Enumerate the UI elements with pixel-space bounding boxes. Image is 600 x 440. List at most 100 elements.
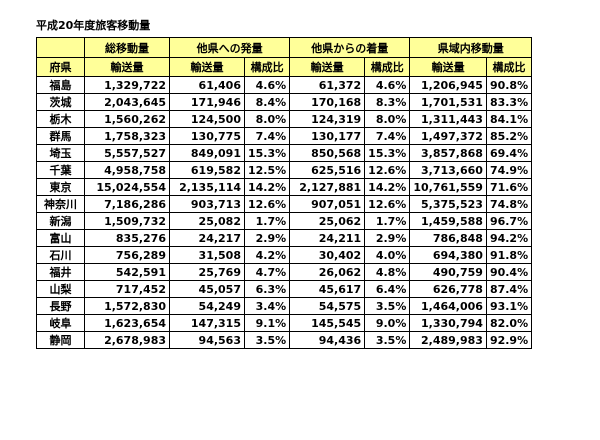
cell-outbound-volume: 24,217 (169, 229, 245, 247)
cell-prefecture: 石川 (36, 246, 85, 264)
table-row: 埼玉 5,557,527 849,091 15.3% 850,568 15.3% 3,857… (36, 144, 533, 162)
header-inbound: 他県からの着量 (289, 37, 411, 58)
cell-total-volume: 5,557,527 (84, 144, 170, 162)
cell-total-volume: 1,329,722 (84, 76, 170, 94)
cell-internal-ratio: 85.2% (485, 127, 533, 145)
cell-internal-volume: 1,311,443 (409, 110, 487, 128)
cell-outbound-volume: 619,582 (169, 161, 245, 179)
passenger-movement-table: 総移動量 他県への発量 他県からの着量 県域内移動量 府県 輸送量 輸送量 構成… (36, 37, 533, 349)
cell-prefecture: 長野 (36, 297, 85, 315)
cell-outbound-ratio: 2.9% (243, 229, 291, 247)
cell-outbound-ratio: 4.6% (243, 76, 291, 94)
cell-internal-volume: 1,464,006 (409, 297, 487, 315)
cell-inbound-ratio: 9.0% (364, 314, 411, 332)
cell-prefecture: 岐阜 (36, 314, 85, 332)
cell-internal-volume: 1,206,945 (409, 76, 487, 94)
cell-inbound-volume: 26,062 (289, 263, 366, 281)
cell-outbound-ratio: 9.1% (243, 314, 291, 332)
cell-outbound-ratio: 6.3% (243, 280, 291, 298)
cell-internal-ratio: 74.8% (485, 195, 533, 213)
cell-total-volume: 7,186,286 (84, 195, 170, 213)
cell-total-volume: 15,024,554 (84, 178, 170, 196)
cell-inbound-volume: 907,051 (289, 195, 366, 213)
header-volume-outbound: 輸送量 (169, 57, 245, 77)
cell-internal-volume: 694,380 (409, 246, 487, 264)
cell-outbound-volume: 903,713 (169, 195, 245, 213)
cell-outbound-volume: 61,406 (169, 76, 245, 94)
cell-internal-ratio: 71.6% (485, 178, 533, 196)
cell-inbound-ratio: 4.0% (364, 246, 411, 264)
cell-outbound-volume: 94,563 (169, 331, 245, 349)
cell-internal-volume: 10,761,559 (409, 178, 487, 196)
header-outbound: 他県への発量 (168, 37, 291, 58)
cell-outbound-volume: 31,508 (169, 246, 245, 264)
cell-inbound-volume: 94,436 (289, 331, 366, 349)
cell-inbound-volume: 130,177 (289, 127, 366, 145)
cell-outbound-volume: 25,769 (169, 263, 245, 281)
header-total: 総移動量 (84, 37, 170, 58)
cell-prefecture: 富山 (36, 229, 85, 247)
cell-internal-ratio: 74.9% (485, 161, 533, 179)
table-row: 富山 835,276 24,217 2.9% 24,211 2.9% 786,848 94.2… (36, 229, 533, 247)
cell-internal-volume: 2,489,983 (409, 331, 487, 349)
table-row: 群馬 1,758,323 130,775 7.4% 130,177 7.4% 1,497,3… (36, 127, 533, 145)
cell-inbound-volume: 625,516 (289, 161, 366, 179)
cell-inbound-ratio: 14.2% (364, 178, 411, 196)
cell-inbound-volume: 124,319 (289, 110, 366, 128)
cell-outbound-ratio: 15.3% (243, 144, 291, 162)
cell-internal-ratio: 96.7% (485, 212, 533, 230)
cell-inbound-volume: 24,211 (289, 229, 366, 247)
header-prefecture: 府県 (36, 57, 85, 77)
cell-inbound-volume: 850,568 (289, 144, 366, 162)
cell-prefecture: 東京 (36, 178, 85, 196)
table-row: 石川 756,289 31,508 4.2% 30,402 4.0% 694,380 91.8… (36, 246, 533, 264)
table-row: 栃木 1,560,262 124,500 8.0% 124,319 8.0% 1,311,4… (36, 110, 533, 128)
table-row: 福島 1,329,722 61,406 4.6% 61,372 4.6% 1,206,945… (36, 76, 533, 94)
table-row: 神奈川 7,186,286 903,713 12.6% 907,051 12.6% 5,37… (36, 195, 533, 213)
table-body: 福島 1,329,722 61,406 4.6% 61,372 4.6% 1,206,945… (36, 76, 533, 349)
header-volume-total: 輸送量 (84, 57, 170, 77)
table-row: 福井 542,591 25,769 4.7% 26,062 4.8% 490,759 90.4… (36, 263, 533, 281)
cell-total-volume: 835,276 (84, 229, 170, 247)
cell-internal-volume: 1,459,588 (409, 212, 487, 230)
cell-inbound-ratio: 3.5% (364, 297, 411, 315)
cell-internal-ratio: 90.4% (485, 263, 533, 281)
header-ratio-outbound: 構成比 (243, 57, 291, 77)
cell-inbound-ratio: 6.4% (364, 280, 411, 298)
cell-inbound-ratio: 3.5% (364, 331, 411, 349)
cell-outbound-volume: 171,946 (169, 93, 245, 111)
cell-internal-volume: 626,778 (409, 280, 487, 298)
cell-inbound-volume: 30,402 (289, 246, 366, 264)
cell-outbound-ratio: 3.5% (243, 331, 291, 349)
cell-outbound-volume: 54,249 (169, 297, 245, 315)
cell-inbound-volume: 145,545 (289, 314, 366, 332)
cell-outbound-volume: 130,775 (169, 127, 245, 145)
table-row: 千葉 4,958,758 619,582 12.5% 625,516 12.6% 3,713… (36, 161, 533, 179)
cell-outbound-ratio: 12.5% (243, 161, 291, 179)
cell-prefecture: 埼玉 (36, 144, 85, 162)
cell-total-volume: 1,560,262 (84, 110, 170, 128)
cell-prefecture: 群馬 (36, 127, 85, 145)
cell-internal-volume: 1,701,531 (409, 93, 487, 111)
cell-outbound-ratio: 14.2% (243, 178, 291, 196)
header-group-row: 総移動量 他県への発量 他県からの着量 県域内移動量 (36, 37, 533, 58)
cell-internal-ratio: 91.8% (485, 246, 533, 264)
cell-prefecture: 福島 (36, 76, 85, 94)
table-row: 長野 1,572,830 54,249 3.4% 54,575 3.5% 1,464,006… (36, 297, 533, 315)
cell-inbound-ratio: 4.6% (364, 76, 411, 94)
cell-outbound-ratio: 3.4% (243, 297, 291, 315)
cell-internal-volume: 1,330,794 (409, 314, 487, 332)
cell-inbound-volume: 54,575 (289, 297, 366, 315)
cell-inbound-volume: 25,062 (289, 212, 366, 230)
table-title: 平成20年度旅客移動量 (36, 19, 151, 32)
cell-prefecture: 静岡 (36, 331, 85, 349)
cell-internal-ratio: 69.4% (485, 144, 533, 162)
cell-internal-volume: 3,713,660 (409, 161, 487, 179)
cell-outbound-ratio: 1.7% (243, 212, 291, 230)
cell-internal-volume: 786,848 (409, 229, 487, 247)
cell-outbound-ratio: 7.4% (243, 127, 291, 145)
cell-outbound-volume: 849,091 (169, 144, 245, 162)
cell-total-volume: 1,572,830 (84, 297, 170, 315)
cell-outbound-ratio: 4.7% (243, 263, 291, 281)
cell-outbound-ratio: 12.6% (243, 195, 291, 213)
